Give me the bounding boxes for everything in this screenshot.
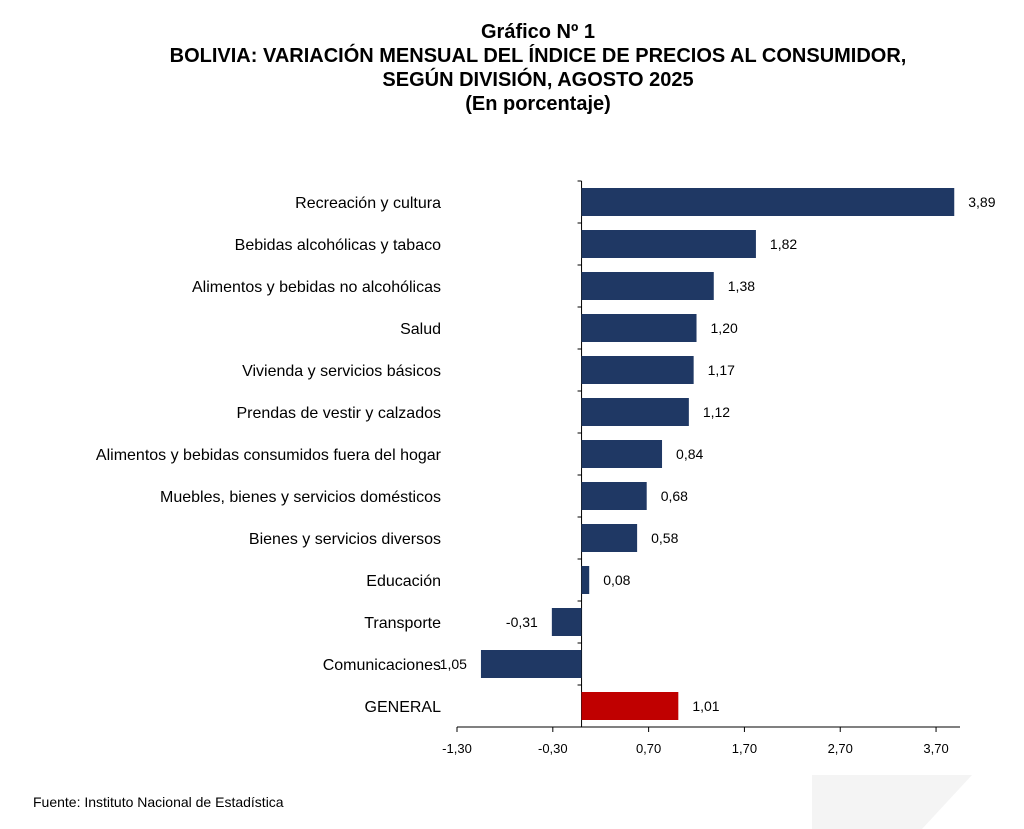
data-label: 0,84 (676, 446, 703, 462)
x-tick-label: 3,70 (923, 741, 948, 756)
data-label: -1,05 (435, 656, 467, 672)
x-tick-label: -1,30 (442, 741, 472, 756)
chart-title-line-2: BOLIVIA: VARIACIÓN MENSUAL DEL ÍNDICE DE… (169, 45, 907, 67)
bar (581, 188, 955, 216)
category-label: Prendas de vestir y calzados (236, 405, 441, 422)
x-tick-label: -0,30 (538, 741, 568, 756)
bar (581, 230, 756, 258)
data-label: 1,01 (692, 698, 719, 714)
category-label: Salud (400, 321, 441, 338)
category-label: Bienes y servicios diversos (249, 531, 441, 548)
category-label: Bebidas alcohólicas y tabaco (235, 237, 441, 254)
data-label: 1,20 (711, 320, 738, 336)
bar (581, 314, 697, 342)
bar (581, 356, 694, 384)
bar (581, 398, 689, 426)
x-tick-label: 1,70 (732, 741, 757, 756)
category-label: Vivienda y servicios básicos (242, 363, 441, 380)
chart-subtitle: (En porcentaje) (465, 93, 611, 115)
data-label: 3,89 (968, 194, 995, 210)
decorative-corner-shape (812, 775, 972, 829)
bar (581, 524, 638, 552)
x-tick-label: 2,70 (828, 741, 853, 756)
category-label: GENERAL (365, 699, 442, 716)
data-label: 1,82 (770, 236, 797, 252)
data-label: 0,68 (661, 488, 688, 504)
data-label: 1,12 (703, 404, 730, 420)
category-label: Muebles, bienes y servicios domésticos (160, 489, 441, 506)
bar (480, 650, 582, 678)
category-label: Educación (366, 573, 441, 590)
category-label: Recreación y cultura (295, 195, 441, 212)
chart-title-line-3: SEGÚN DIVISIÓN, AGOSTO 2025 (382, 69, 694, 91)
bar (581, 440, 663, 468)
bar (581, 482, 647, 510)
data-label: -0,31 (506, 614, 538, 630)
chart-title-line-1: Gráfico Nº 1 (480, 21, 595, 43)
bar (581, 566, 590, 594)
chart-title: Gráfico Nº 1 BOLIVIA: VARIACIÓN MENSUAL … (0, 20, 1024, 116)
data-label: 1,17 (708, 362, 735, 378)
source-note: Fuente: Instituto Nacional de Estadístic… (33, 794, 284, 810)
data-label: 0,08 (603, 572, 630, 588)
data-label: 0,58 (651, 530, 678, 546)
bar (581, 272, 714, 300)
category-label: Comunicaciones (323, 657, 441, 674)
category-label: Alimentos y bebidas consumidos fuera del… (96, 447, 442, 464)
data-label: 1,38 (728, 278, 755, 294)
bar (551, 608, 582, 636)
bar (581, 692, 679, 720)
x-tick-label: 0,70 (636, 741, 661, 756)
category-label: Transporte (364, 615, 441, 632)
category-label: Alimentos y bebidas no alcohólicas (192, 279, 441, 296)
